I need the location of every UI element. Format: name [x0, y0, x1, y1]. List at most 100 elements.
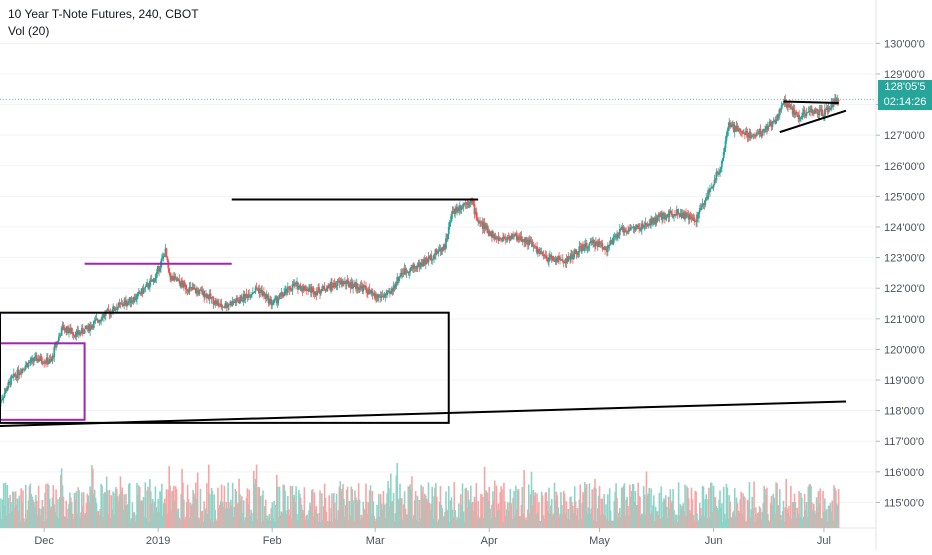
candle-body	[279, 294, 282, 296]
volume-bar	[823, 511, 825, 528]
candle-body	[459, 205, 462, 210]
volume-bar	[677, 482, 680, 528]
volume-bar	[383, 504, 386, 528]
volume-bar	[562, 491, 565, 528]
candle-body	[781, 104, 784, 106]
candle-body	[480, 221, 483, 223]
candle-body	[193, 287, 195, 290]
volume-bar	[663, 498, 665, 528]
volume-bar	[540, 491, 543, 528]
volume-bar	[488, 486, 491, 528]
candle-body	[246, 294, 249, 298]
x-tick-label: Feb	[263, 535, 282, 547]
volume-bar	[732, 512, 734, 528]
candle-body	[194, 288, 197, 294]
volume-bar	[156, 511, 159, 528]
volume-bar	[215, 519, 217, 528]
volume-bar	[835, 490, 837, 528]
candle-body	[409, 268, 412, 273]
candle-body	[796, 113, 799, 117]
candle-body	[284, 290, 286, 294]
volume-bar	[355, 497, 357, 528]
candle-body	[23, 368, 25, 370]
volume-bar	[408, 486, 411, 528]
volume-bar	[243, 520, 246, 528]
candle-body	[636, 225, 639, 227]
candle-body	[312, 288, 315, 295]
candle-body	[88, 324, 91, 331]
volume-bar	[721, 521, 724, 528]
candle-body	[117, 302, 120, 308]
volume-bar	[431, 486, 433, 528]
volume-bar	[699, 508, 702, 528]
volume-bar	[244, 517, 247, 528]
volume-bar	[832, 520, 834, 528]
volume-bar	[375, 518, 377, 528]
candle-body	[441, 247, 444, 251]
candle-body	[118, 302, 121, 304]
candle-body	[672, 216, 675, 218]
volume-bar	[141, 501, 144, 528]
volume-bar	[164, 503, 167, 528]
candle-body	[743, 132, 745, 134]
volume-bar	[573, 486, 576, 528]
candle-body	[385, 294, 388, 296]
y-tick-label: 122'00'0	[884, 283, 925, 295]
candle-body	[696, 214, 698, 223]
volume-bar	[131, 502, 134, 528]
volume-bar	[755, 507, 757, 528]
candle-body	[321, 285, 324, 289]
candle-body	[12, 373, 15, 377]
volume-bar	[743, 496, 745, 528]
candle-body	[216, 301, 218, 305]
volume-bar	[92, 493, 95, 528]
volume-bar	[532, 490, 535, 528]
volume-bar	[506, 502, 509, 528]
y-tick-label: 115'00'0	[884, 497, 924, 509]
candle-body	[685, 212, 687, 218]
volume-bar	[586, 513, 589, 528]
volume-bar	[104, 491, 106, 528]
candle-body	[727, 126, 730, 131]
volume-bar	[356, 501, 359, 528]
candle-body	[494, 236, 497, 239]
candle-body	[711, 186, 714, 188]
candle-body	[802, 109, 805, 113]
candle-body	[661, 213, 663, 220]
candle-body	[67, 326, 69, 333]
volume-bar	[413, 500, 416, 528]
candle-body	[473, 203, 476, 214]
candle-body	[327, 284, 330, 289]
candle-body	[455, 208, 458, 212]
volume-bar	[801, 497, 803, 528]
volume-bar	[385, 503, 388, 528]
candle-body	[286, 286, 289, 293]
candle-body	[584, 243, 587, 245]
volume-bar	[259, 495, 262, 528]
volume-bar	[744, 497, 746, 528]
volume-bar	[778, 505, 780, 528]
candle-body	[754, 134, 756, 136]
volume-bar	[232, 517, 235, 528]
volume-bar	[723, 513, 726, 528]
candle-body	[684, 212, 686, 219]
volume-bar	[22, 490, 24, 528]
volume-bar	[235, 491, 238, 528]
y-tick-label: 126'00'0	[884, 161, 925, 173]
candle-body	[697, 214, 699, 219]
candle-body	[703, 203, 706, 205]
candle-body	[644, 222, 647, 226]
volume-bar	[492, 491, 494, 528]
candle-body	[514, 232, 517, 236]
candle-body	[704, 200, 707, 205]
volume-bar	[246, 488, 249, 528]
volume-bar	[564, 513, 567, 528]
candle-body	[800, 118, 802, 119]
volume-bar	[426, 501, 429, 528]
volume-bar	[701, 485, 704, 528]
volume-bar	[423, 498, 425, 528]
volume-bar	[123, 494, 125, 528]
candle-body	[138, 291, 141, 294]
